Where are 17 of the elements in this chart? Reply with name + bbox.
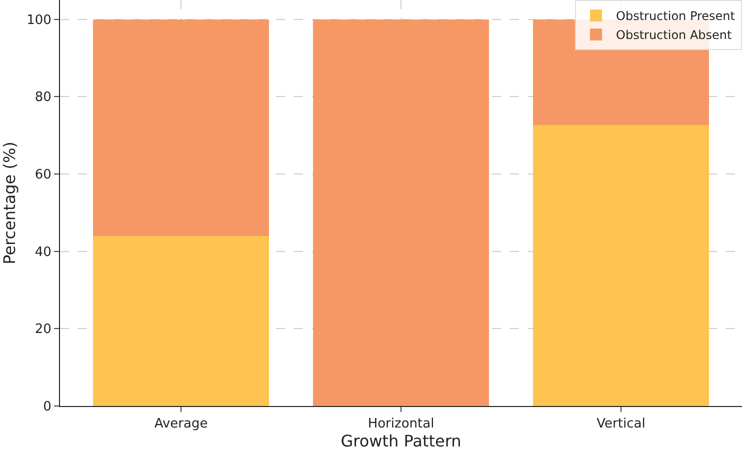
y-tick-label: 100 [26, 12, 52, 28]
y-tick-label: 0 [43, 400, 52, 415]
bar [93, 236, 269, 406]
bar [313, 19, 489, 406]
x-tick-label: Vertical [596, 416, 646, 432]
legend-label: Obstruction Present [616, 9, 736, 24]
x-tick-label: Average [154, 416, 208, 432]
y-tick-label: 40 [34, 244, 52, 260]
x-axis-title: Growth Pattern [340, 432, 462, 451]
y-axis-title: Percentage (%) [0, 142, 19, 264]
y-tick-label: 60 [34, 168, 52, 183]
y-tick-label: 20 [34, 322, 52, 338]
bar [533, 124, 709, 406]
y-tick-label: 80 [34, 90, 52, 106]
legend-label: Obstruction Absent [616, 28, 732, 42]
bar [93, 19, 269, 236]
x-tick-label: Horizontal [368, 416, 434, 432]
